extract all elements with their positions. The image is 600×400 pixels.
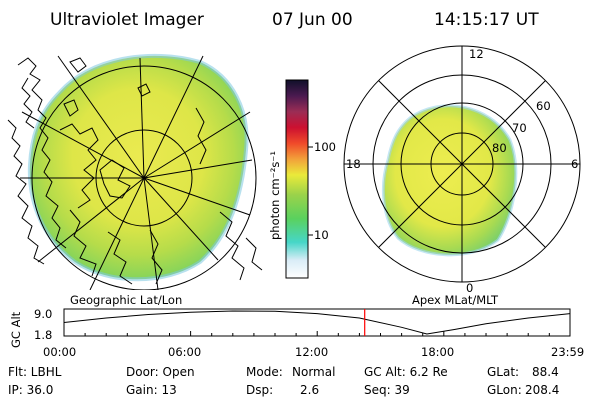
geographic-image — [7, 53, 263, 290]
header-time: 14:15:17 UT — [434, 10, 539, 30]
glon-value: 208.4 — [525, 383, 559, 397]
altitude-y-tick-min: 1.8 — [34, 328, 52, 342]
mode-label: Mode: — [246, 365, 283, 379]
mode-value: Normal — [292, 365, 335, 379]
geographic-grid — [20, 55, 257, 290]
glat-label: GLat: — [487, 365, 519, 379]
polar-image: 12 18 6 0 60 70 80 — [343, 45, 581, 295]
altitude-x-tick-0: 00:00 — [43, 345, 76, 359]
mlt-label-12: 12 — [469, 47, 484, 61]
altitude-x-ticks — [63, 331, 571, 336]
dsp-label: Dsp: — [246, 383, 273, 397]
altitude-y-tick-max: 9.0 — [34, 307, 52, 321]
altitude-y-label: GC Alt — [9, 311, 23, 348]
auroral-oval-left — [27, 53, 249, 282]
filter-label: Flt: LBHL — [8, 365, 62, 379]
header-title: Ultraviolet Imager — [50, 10, 204, 30]
polar-grid — [343, 45, 581, 283]
geographic-label: Geographic Lat/Lon — [70, 293, 182, 307]
altitude-x-tick-1: 06:00 — [168, 345, 201, 359]
altitude-plot: GC Alt 9.0 1.8 00:00 06:00 12:00 18:00 2… — [9, 307, 584, 359]
ip-value: IP: 36.0 — [8, 383, 53, 397]
altitude-x-tick-2: 12:00 — [295, 345, 328, 359]
colorbar: 100 10 photon cm⁻²s⁻¹ — [268, 79, 336, 279]
mlat-label-70: 70 — [512, 121, 527, 135]
glat-value: 88.4 — [532, 365, 559, 379]
apex-label: Apex MLat/MLT — [412, 293, 499, 307]
mlat-label-80: 80 — [492, 141, 507, 155]
glon-label: GLon: — [487, 383, 522, 397]
colorbar-tick-10: 10 — [314, 228, 329, 242]
footer-info: Flt: LBHL Door: Open Mode: Normal GC Alt… — [8, 365, 559, 397]
dsp-value: 2.6 — [300, 383, 319, 397]
mlt-label-0: 0 — [466, 281, 473, 295]
sequence-number: Seq: 39 — [364, 383, 410, 397]
door-status: Door: Open — [126, 365, 195, 379]
altitude-x-tick-3: 18:00 — [421, 345, 454, 359]
colorbar-tick-100: 100 — [314, 140, 336, 154]
altitude-x-tick-4: 23:59 — [551, 345, 584, 359]
altitude-curve — [63, 310, 571, 335]
mlat-label-60: 60 — [536, 99, 551, 113]
mlt-label-18: 18 — [346, 157, 361, 171]
gc-altitude: GC Alt: 6.2 Re — [364, 365, 448, 379]
colorbar-unit-label: photon cm⁻²s⁻¹ — [268, 151, 282, 240]
coastlines — [7, 57, 263, 285]
mlt-label-6: 6 — [571, 157, 578, 171]
gain-value: Gain: 13 — [126, 383, 177, 397]
header-date: 07 Jun 00 — [272, 10, 353, 30]
